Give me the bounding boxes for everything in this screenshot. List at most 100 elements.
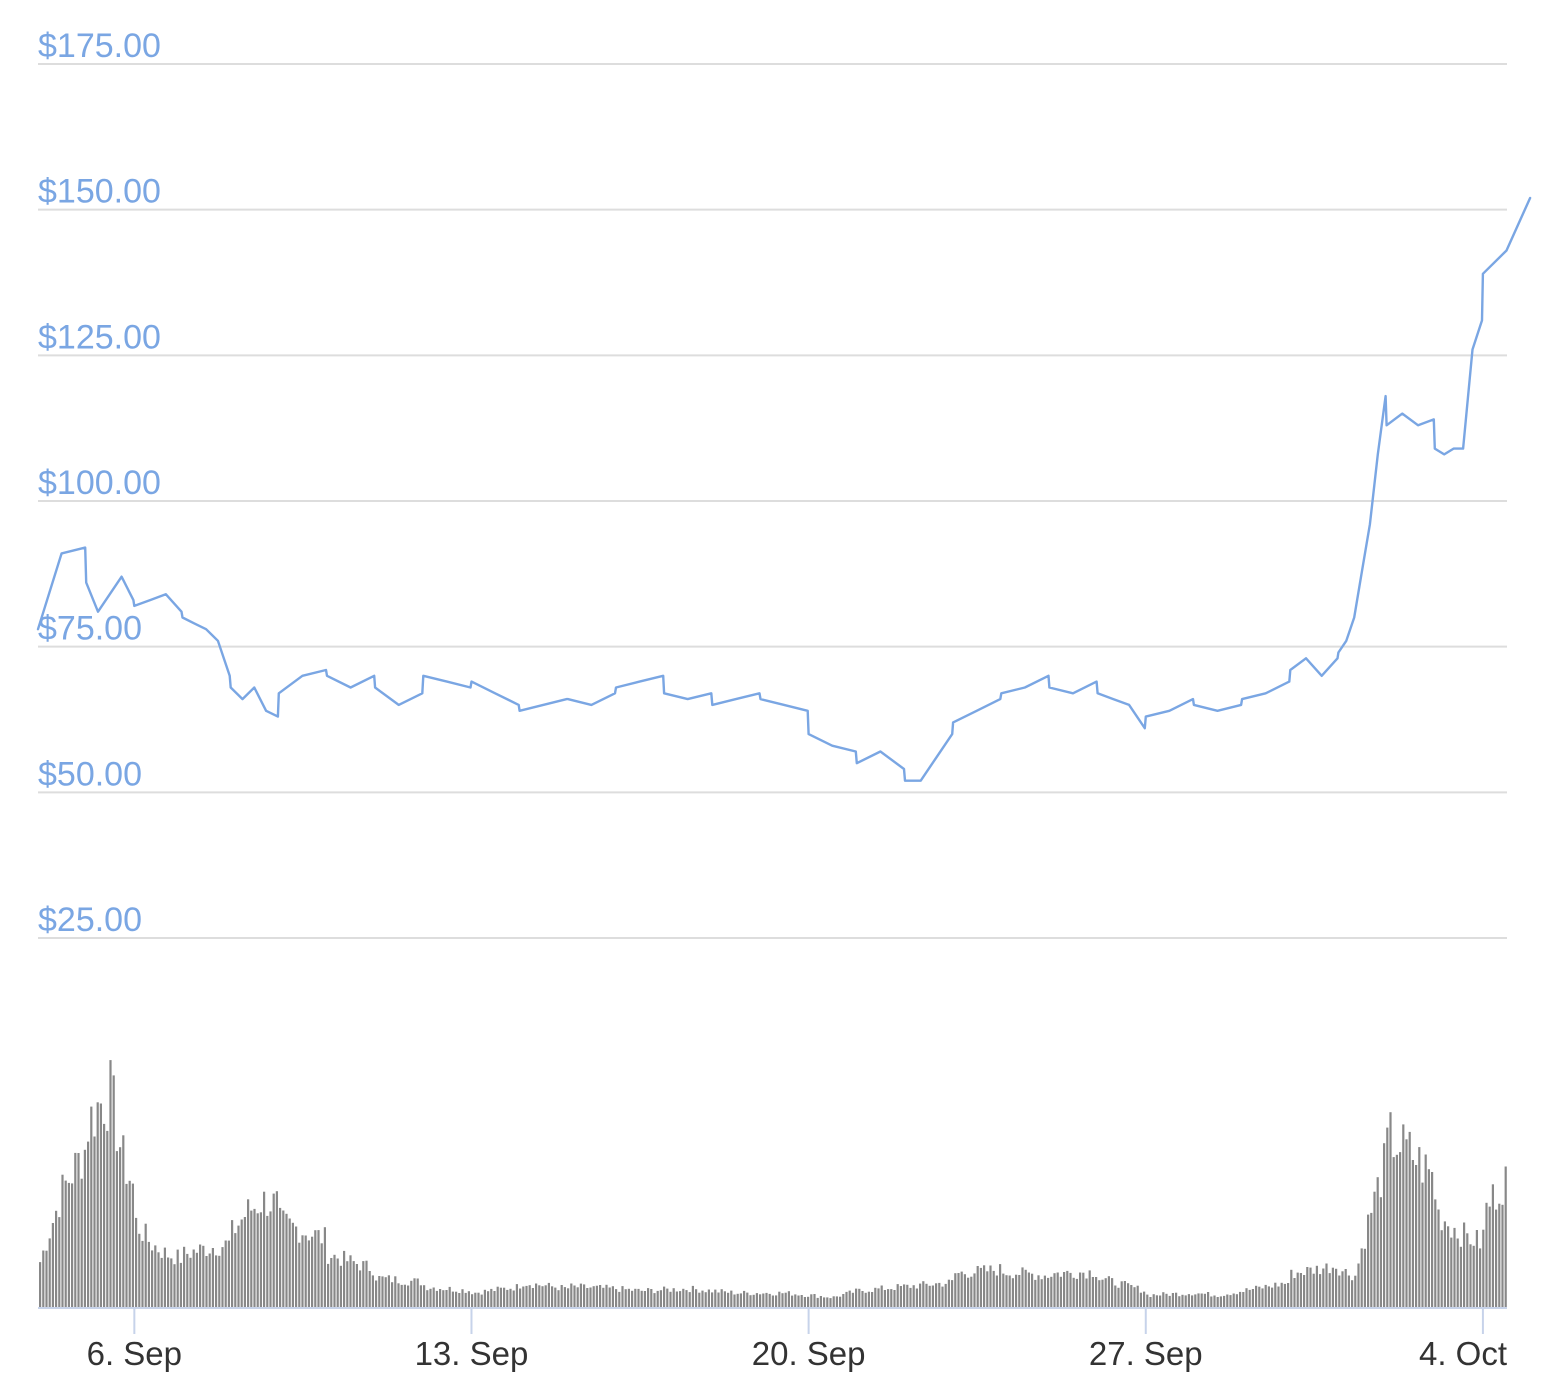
volume-bar — [839, 1296, 842, 1308]
volume-bar — [1184, 1295, 1187, 1308]
volume-bar — [618, 1291, 621, 1308]
volume-bar — [816, 1297, 819, 1308]
volume-bar — [813, 1294, 816, 1308]
volume-bar — [871, 1292, 874, 1308]
volume-bar — [224, 1240, 227, 1308]
volume-bar — [515, 1284, 518, 1308]
volume-bar — [253, 1208, 256, 1308]
volume-bar — [1437, 1209, 1440, 1308]
volume-bar — [832, 1296, 835, 1308]
volume-bar — [48, 1238, 51, 1308]
volume-bar — [771, 1295, 774, 1308]
volume-bar — [285, 1213, 288, 1308]
volume-bar — [903, 1284, 906, 1308]
volume-bar — [74, 1152, 77, 1308]
y-tick-label: $125.00 — [38, 318, 161, 356]
volume-bar — [826, 1297, 829, 1308]
volume-bar — [362, 1261, 365, 1308]
y-tick-label: $75.00 — [38, 610, 142, 648]
volume-bar — [695, 1289, 698, 1308]
volume-bar — [384, 1277, 387, 1308]
volume-bar — [1408, 1131, 1411, 1308]
volume-bar — [227, 1240, 230, 1308]
volume-bar — [1248, 1289, 1251, 1308]
volume-bar — [400, 1284, 403, 1308]
volume-bar — [682, 1288, 685, 1308]
volume-bar — [205, 1256, 208, 1308]
volume-bar — [109, 1060, 112, 1308]
volume-bar — [39, 1262, 42, 1308]
volume-bar — [499, 1287, 502, 1308]
volume-bar — [336, 1258, 339, 1308]
volume-bar — [282, 1210, 285, 1308]
volume-bar — [858, 1288, 861, 1308]
volume-bar — [1181, 1294, 1184, 1308]
volume-bar — [679, 1291, 682, 1308]
volume-bar — [685, 1290, 688, 1308]
volume-bar — [163, 1247, 166, 1308]
volume-bar — [627, 1288, 630, 1308]
x-tick-label: 27. Sep — [1089, 1335, 1203, 1372]
volume-bar — [1267, 1286, 1270, 1308]
volume-bar — [391, 1282, 394, 1308]
volume-bar — [535, 1283, 538, 1308]
volume-bar — [919, 1283, 922, 1308]
volume-bar — [1450, 1237, 1453, 1308]
volume-bar — [675, 1291, 678, 1308]
volume-bar — [320, 1243, 323, 1308]
volume-bar — [784, 1292, 787, 1308]
volume-bar — [1469, 1244, 1472, 1308]
volume-bar — [1411, 1160, 1414, 1308]
volume-bar — [647, 1288, 650, 1308]
volume-bar — [1216, 1297, 1219, 1308]
volume-bar — [1498, 1203, 1501, 1308]
volume-bar — [1072, 1277, 1075, 1308]
volume-bar — [1063, 1272, 1066, 1308]
volume-bar — [279, 1207, 282, 1308]
x-tick-label: 6. Sep — [87, 1335, 182, 1372]
volume-bar — [608, 1287, 611, 1308]
volume-bar — [823, 1297, 826, 1308]
volume-bar — [1207, 1292, 1210, 1308]
volume-bar — [701, 1290, 704, 1308]
volume-bar — [1226, 1294, 1229, 1308]
volume-bar — [263, 1191, 266, 1308]
volume-bar — [576, 1287, 579, 1308]
volume-bar — [144, 1223, 147, 1308]
volume-bar — [704, 1292, 707, 1308]
volume-bar — [1443, 1221, 1446, 1308]
y-tick-label: $25.00 — [38, 901, 142, 939]
volume-bar — [935, 1283, 938, 1308]
volume-bar — [522, 1286, 525, 1308]
volume-bar — [567, 1288, 570, 1308]
volume-bar — [423, 1285, 426, 1308]
volume-bar — [595, 1285, 598, 1308]
volume-bar — [483, 1289, 486, 1308]
volume-bar — [1315, 1265, 1318, 1308]
volume-bar — [768, 1293, 771, 1308]
volume-bar — [442, 1290, 445, 1308]
y-tick-label: $100.00 — [38, 464, 161, 502]
volume-bar — [970, 1276, 973, 1308]
volume-bar — [272, 1193, 275, 1308]
volume-bar — [1069, 1272, 1072, 1308]
volume-bar — [1280, 1282, 1283, 1308]
volume-bar — [1091, 1277, 1094, 1308]
volume-bar — [589, 1287, 592, 1308]
x-tick-label: 13. Sep — [415, 1335, 529, 1372]
volume-bar — [867, 1291, 870, 1308]
volume-bar — [669, 1291, 672, 1308]
volume-bar — [458, 1293, 461, 1308]
volume-bar — [960, 1271, 963, 1308]
volume-bar — [1319, 1274, 1322, 1308]
volume-bar — [429, 1288, 432, 1308]
volume-bar — [925, 1283, 928, 1308]
volume-bar — [621, 1286, 624, 1308]
volume-bar — [160, 1257, 163, 1308]
volume-bar — [397, 1283, 400, 1308]
volume-bar — [122, 1135, 125, 1308]
volume-bar — [1488, 1206, 1491, 1308]
volume-bar — [381, 1276, 384, 1308]
volume-bar — [999, 1264, 1002, 1308]
volume-bar — [1258, 1286, 1261, 1308]
